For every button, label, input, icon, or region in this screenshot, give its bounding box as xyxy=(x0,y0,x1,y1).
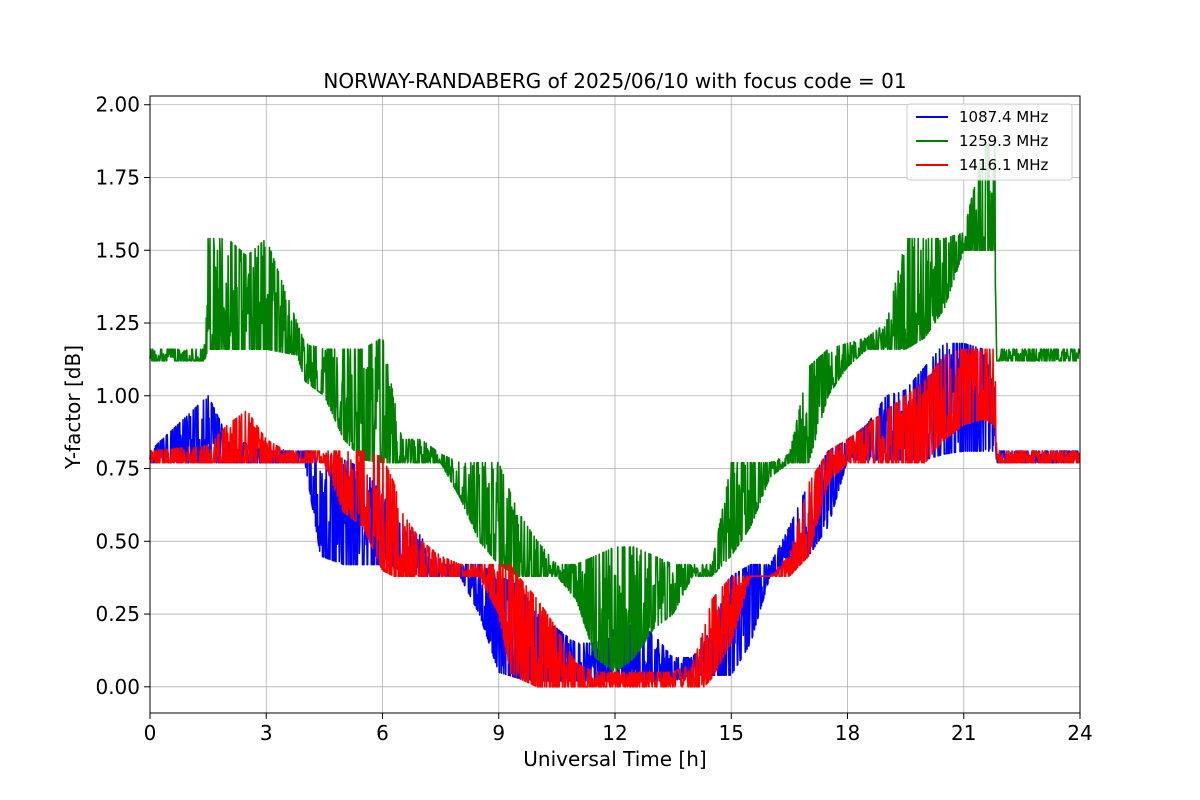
series-trace xyxy=(149,348,1081,688)
x-tick-label: 12 xyxy=(602,721,627,745)
legend: 1087.4 MHz 1259.3 MHz 1416.1 MHz xyxy=(906,103,1073,181)
y-tick-label: 1.25 xyxy=(95,311,140,335)
x-axis-label: Universal Time [h] xyxy=(523,747,706,771)
series-1416-mhz xyxy=(149,348,1081,688)
x-tick-label: 15 xyxy=(719,721,744,745)
x-tick-label: 18 xyxy=(835,721,860,745)
ticks: 0 3 6 9 12 15 18 21 24 0.00 0.25 0.50 0.75 1.00 1.25 1.… xyxy=(95,93,1092,745)
y-tick-label: 1.00 xyxy=(95,384,140,408)
series-trace xyxy=(149,137,1081,673)
legend-label-1087: 1087.4 MHz xyxy=(959,108,1048,126)
y-tick-label: 1.50 xyxy=(95,238,140,262)
legend-label-1416: 1416.1 MHz xyxy=(959,156,1048,174)
legend-label-1259: 1259.3 MHz xyxy=(959,132,1048,150)
x-tick-label: 0 xyxy=(144,721,157,745)
series-1259-mhz xyxy=(149,137,1081,673)
chart-title: NORWAY-RANDABERG of 2025/06/10 with focu… xyxy=(323,69,906,93)
x-tick-label: 6 xyxy=(376,721,389,745)
y-tick-label: 0.50 xyxy=(95,529,140,553)
x-tick-label: 3 xyxy=(260,721,273,745)
x-tick-label: 24 xyxy=(1067,721,1092,745)
x-tick-label: 21 xyxy=(951,721,976,745)
y-axis-label: Y-factor [dB] xyxy=(61,345,85,470)
y-tick-label: 1.75 xyxy=(95,165,140,189)
y-tick-label: 0.25 xyxy=(95,602,140,626)
x-tick-label: 9 xyxy=(492,721,505,745)
legend-box xyxy=(906,103,1073,181)
y-tick-label: 0.00 xyxy=(95,675,140,699)
series-layer xyxy=(149,137,1081,688)
y-tick-label: 0.75 xyxy=(95,457,140,481)
y-tick-label: 2.00 xyxy=(95,93,140,117)
